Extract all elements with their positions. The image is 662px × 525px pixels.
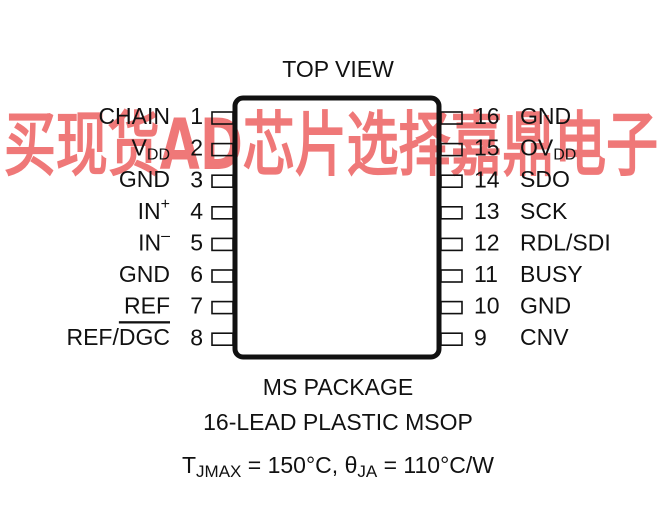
pin-number: 5: [190, 229, 203, 255]
pin-name-sub: DD: [553, 147, 576, 164]
pin-name: GND: [520, 103, 571, 129]
pin-number: 10: [474, 293, 500, 319]
pin-number: 3: [190, 166, 203, 192]
pin-number: 1: [190, 103, 203, 129]
pin-number: 11: [474, 261, 498, 287]
pin-lead: [211, 237, 234, 252]
pin-name-main: GND: [520, 293, 571, 319]
pin-number: 9: [474, 324, 487, 350]
pin-name-main: IN: [138, 198, 161, 224]
thermal-sub: JA: [357, 462, 378, 481]
thermal-sub: JMAX: [196, 462, 241, 481]
pin-number: 2: [190, 135, 203, 161]
package-line: 16-LEAD PLASTIC MSOP: [203, 409, 473, 435]
pin-name: SCK: [520, 198, 568, 224]
pin-number: 4: [190, 198, 203, 224]
package-body: [232, 95, 442, 360]
package-line: MS PACKAGE: [263, 374, 413, 400]
pin-number: 14: [474, 166, 500, 192]
thermal-line: TJMAX = 150°C, θJA = 110°C/W: [182, 452, 494, 481]
pin-number: 13: [474, 198, 500, 224]
pin-lead: [440, 237, 463, 252]
pin-name-sup: +: [161, 196, 170, 213]
pin-lead: [440, 206, 463, 220]
pin-name: GND: [119, 261, 170, 287]
pin-name: REF: [124, 293, 170, 319]
pin-name: RDL/SDI: [520, 229, 611, 255]
pin-lead: [440, 300, 463, 315]
pin-name-main: REF: [124, 293, 170, 319]
pin-name-overline: DGC: [119, 324, 170, 350]
pin-name: REF/DGC: [66, 324, 170, 350]
pin-name-main: REF/: [66, 324, 119, 350]
pin-lead: [211, 206, 234, 220]
pin-name: OVDD: [520, 135, 576, 164]
pin-name: CHAIN: [98, 103, 170, 129]
pin-lead: [440, 142, 463, 157]
thermal-text: T: [182, 452, 196, 478]
pin-name: GND: [119, 166, 170, 192]
pin-lead: [440, 111, 463, 125]
thermal-text: = 110°C/W: [377, 452, 494, 478]
pin-number: 16: [474, 103, 500, 129]
pin-name: CNV: [520, 324, 569, 350]
pin-name-main: IN: [138, 229, 161, 255]
pin-number: 12: [474, 229, 500, 255]
pin-lead: [211, 300, 234, 315]
thermal-text: = 150°C, θ: [241, 452, 357, 478]
pin-number: 15: [474, 135, 500, 161]
pin-name-main: BUSY: [520, 261, 583, 287]
pin-name-main: OV: [520, 135, 554, 161]
pin-lead: [211, 269, 234, 283]
pin-name-sup: –: [161, 228, 170, 245]
pin-name-main: CNV: [520, 324, 569, 350]
pin-lead: [211, 174, 234, 188]
watermark: 买现货AD芯片选择嘉鼎电子: [4, 104, 658, 186]
pin-lead: [211, 111, 234, 125]
pin-lead: [440, 269, 463, 283]
pin-name: IN+: [138, 196, 170, 224]
pin-name: VDD: [132, 135, 170, 164]
pin-number: 6: [190, 261, 203, 287]
pin-name-main: V: [132, 135, 148, 161]
pin-name-sub: DD: [147, 147, 170, 164]
pin-name-main: GND: [119, 261, 170, 287]
pin-name: BUSY: [520, 261, 583, 287]
pin-name-main: GND: [119, 166, 170, 192]
title: TOP VIEW: [282, 56, 394, 82]
pin-lead: [211, 142, 234, 157]
pin-lead: [211, 332, 234, 347]
pin-name-main: SCK: [520, 198, 568, 224]
pin-name: IN–: [138, 228, 170, 256]
pin-lead: [440, 174, 463, 188]
pin-name-main: CHAIN: [98, 103, 170, 129]
pin-name: GND: [520, 293, 571, 319]
pin-name-main: GND: [520, 103, 571, 129]
pin-name-main: RDL/SDI: [520, 229, 611, 255]
pin-number: 7: [190, 293, 203, 319]
pin-number: 8: [190, 324, 203, 350]
pin-name-main: SDO: [520, 166, 570, 192]
pin-name: SDO: [520, 166, 570, 192]
pin-lead: [440, 332, 463, 347]
